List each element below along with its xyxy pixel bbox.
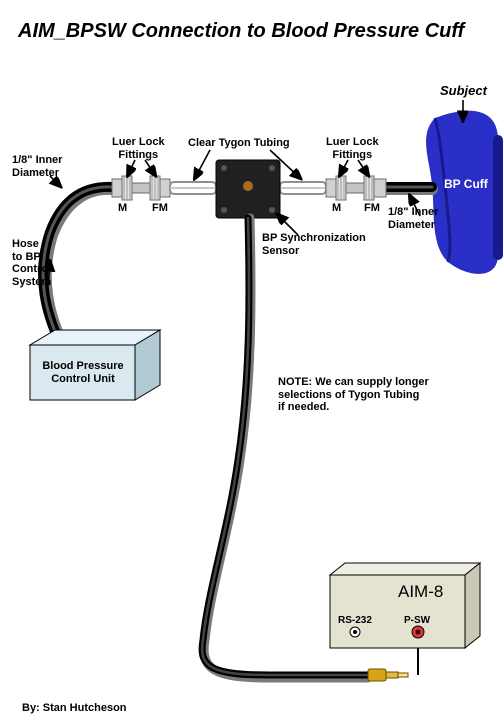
diagram-stage: AIM_BPSW Connection to Blood Pressure Cu… — [0, 0, 504, 720]
aim8-box — [330, 563, 480, 648]
label-psw: P-SW — [404, 615, 430, 627]
label-fm2: FM — [364, 202, 380, 215]
label-hose: Hose to BP Control System — [12, 238, 51, 289]
luer-right — [326, 176, 386, 200]
label-tygon: Clear Tygon Tubing — [188, 137, 290, 150]
luer-left — [112, 176, 170, 200]
label-bpu: Blood Pressure Control Unit — [40, 360, 126, 385]
label-luer-left: Luer Lock Fittings — [112, 136, 165, 161]
rca-plug — [368, 648, 418, 681]
label-m2: M — [332, 202, 341, 215]
label-m1: M — [118, 202, 127, 215]
label-subject: Subject — [440, 84, 487, 99]
hose-left — [43, 187, 112, 346]
hose-right — [386, 187, 432, 189]
label-bp-cuff: BP Cuff — [444, 178, 488, 192]
label-rs232: RS-232 — [338, 615, 372, 627]
sync-sensor — [216, 160, 280, 218]
label-note: NOTE: We can supply longer selections of… — [278, 376, 429, 414]
byline: By: Stan Hutcheson — [22, 702, 127, 714]
label-fm1: FM — [152, 202, 168, 215]
label-luer-right: Luer Lock Fittings — [326, 136, 379, 161]
label-diam-left: 1/8" Inner Diameter — [12, 154, 62, 179]
label-sensor: BP Synchronization Sensor — [262, 232, 366, 257]
label-diam-right: 1/8" Inner Diameter — [388, 206, 438, 231]
label-aim8: AIM-8 — [398, 582, 443, 602]
